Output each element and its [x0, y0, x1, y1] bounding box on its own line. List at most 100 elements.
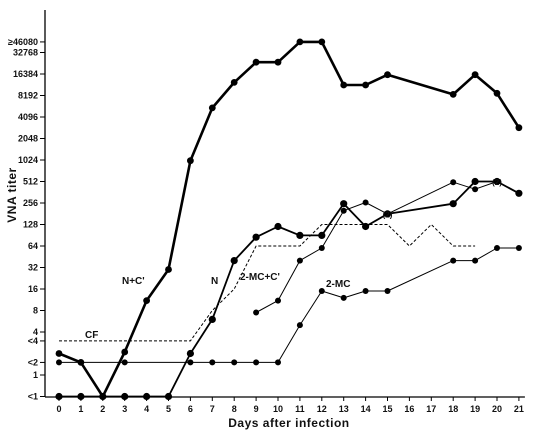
x-tick-label: 17 [426, 404, 436, 414]
data-point [274, 58, 282, 66]
data-point [121, 359, 128, 366]
annotation-label: (2) [492, 178, 502, 187]
y-tick-label: 8192 [18, 91, 38, 101]
data-point [493, 89, 501, 97]
x-tick-label: 16 [404, 404, 414, 414]
data-point [187, 359, 194, 366]
x-tick-label: 5 [166, 404, 171, 414]
data-point [340, 81, 348, 89]
x-tick-label: 12 [317, 404, 327, 414]
series-line [59, 180, 520, 398]
data-point [362, 222, 370, 231]
data-point [515, 245, 522, 251]
data-point [318, 38, 326, 46]
x-tick-label: 18 [448, 404, 458, 414]
data-point [99, 392, 107, 401]
y-tick-label: 4 [33, 327, 38, 337]
y-tick-label: <1 [28, 392, 38, 402]
series-line [58, 40, 520, 398]
data-point [471, 177, 479, 186]
data-point [515, 124, 523, 132]
data-point [362, 288, 369, 294]
data-point [340, 294, 347, 301]
data-point [186, 349, 194, 358]
data-point [231, 359, 238, 366]
y-tick-label: 128 [23, 220, 38, 230]
data-point [449, 200, 457, 208]
x-axis-title: Days after infection [228, 416, 349, 430]
data-point [296, 38, 304, 46]
data-point [55, 392, 63, 401]
series-line [255, 181, 498, 313]
series-label-2-mc-c-prime: 2-MC+C' [240, 272, 280, 283]
data-point [471, 71, 479, 79]
x-tick-label: 10 [273, 404, 283, 414]
data-point [230, 79, 238, 86]
series-2-mc-c-prime [253, 178, 500, 316]
y-axis-title: VNA titer [5, 167, 19, 222]
series-2-mc [56, 245, 522, 366]
data-point [230, 257, 238, 265]
y-tick-label: 16 [28, 284, 38, 294]
labels-layer: N+C' N 2-MC+C' 2-MC CF (2) (2) [85, 178, 502, 341]
data-point [494, 245, 500, 251]
data-point [252, 58, 260, 66]
data-point [143, 297, 151, 304]
x-tick-label: 6 [188, 404, 193, 414]
data-point [362, 199, 369, 206]
y-tick-label: <4 [28, 336, 38, 346]
data-point [252, 233, 260, 241]
series-layer [55, 38, 523, 401]
data-point [472, 186, 479, 193]
x-tick-label: 4 [144, 404, 149, 414]
series-n [55, 177, 523, 401]
series-cf [59, 224, 476, 342]
x-tick-label: 21 [514, 404, 524, 414]
data-point [318, 231, 326, 239]
data-point [450, 257, 457, 264]
series-n-c-prime [55, 38, 523, 400]
y-tick-label: 8 [33, 306, 38, 316]
data-point [187, 157, 194, 165]
y-tick-label: 32768 [13, 48, 38, 58]
axes: <11<2<4481632641282565121024204840968192… [8, 10, 525, 414]
y-tick-label: 32 [28, 263, 38, 273]
x-tick-label: 11 [295, 404, 305, 414]
data-point [56, 359, 62, 366]
data-point [208, 315, 216, 323]
data-point [362, 81, 369, 89]
data-point [274, 222, 282, 231]
data-point [472, 257, 479, 264]
x-tick-label: 9 [254, 404, 259, 414]
x-tick-label: 19 [470, 404, 480, 414]
x-tick-label: 2 [100, 404, 105, 414]
data-point [515, 189, 523, 197]
data-point [384, 71, 391, 79]
data-point [384, 210, 391, 217]
series-line [59, 224, 476, 342]
data-point [275, 297, 281, 304]
data-point [318, 288, 325, 294]
annotation-label: (2) [383, 210, 393, 219]
y-tick-label: 16384 [13, 69, 38, 79]
data-point [253, 309, 260, 316]
data-point [165, 266, 172, 273]
y-tick-label: 512 [23, 177, 38, 187]
data-point [384, 288, 391, 294]
series-label-n: N [211, 276, 218, 287]
x-tick-label: 13 [339, 404, 349, 414]
data-point [143, 392, 151, 401]
y-tick-label: 64 [28, 241, 38, 251]
y-tick-label: <2 [28, 357, 38, 367]
x-tick-label: 14 [361, 404, 371, 414]
x-tick-label: 7 [210, 404, 215, 414]
data-point [494, 178, 500, 185]
series-line [59, 247, 519, 363]
x-tick-label: 20 [492, 404, 502, 414]
data-point [450, 179, 457, 186]
x-tick-label: 1 [78, 404, 83, 414]
data-point [208, 104, 216, 112]
data-point [253, 359, 260, 366]
series-label-n-c-prime: N+C' [122, 276, 145, 287]
